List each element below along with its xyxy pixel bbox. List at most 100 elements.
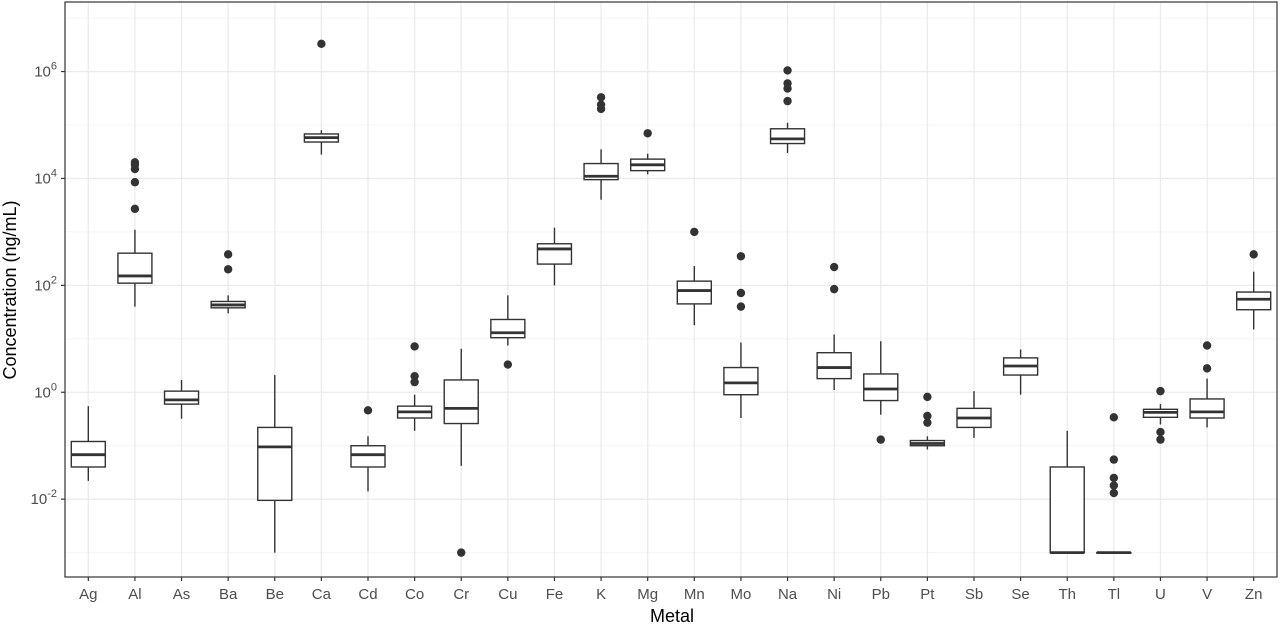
x-tick-label: Cd	[358, 586, 377, 603]
iqr-box	[1189, 398, 1225, 419]
y-tick-label: 104	[34, 167, 57, 187]
iqr-box	[257, 426, 293, 502]
outlier-point	[1156, 435, 1165, 444]
box-as	[163, 379, 200, 419]
outlier-point	[1109, 455, 1119, 464]
outlier-point	[130, 178, 140, 187]
iqr-box	[536, 243, 573, 265]
box-ag	[70, 406, 107, 481]
box-mg	[629, 129, 666, 175]
box-pb	[863, 341, 899, 444]
outlier-point	[410, 371, 419, 381]
outlier-point	[923, 418, 932, 427]
x-tick-label: Ag	[79, 586, 97, 603]
outlier-point	[783, 66, 792, 75]
outlier-point	[1202, 341, 1212, 350]
x-tick-label: Zn	[1245, 586, 1263, 603]
x-tick-label: Fe	[546, 586, 564, 603]
outlier-point	[457, 548, 466, 557]
outlier-point	[736, 252, 746, 261]
x-tick-label: V	[1202, 586, 1212, 603]
box-cr	[443, 348, 479, 557]
box-pt	[909, 392, 946, 450]
x-tick-label: Co	[405, 586, 424, 603]
x-tick-label: Cr	[453, 586, 469, 603]
outlier-point	[736, 288, 746, 298]
y-tick-base: 10	[31, 491, 48, 508]
outlier-point	[923, 392, 932, 402]
outlier-point	[410, 342, 419, 351]
box-tl	[1096, 413, 1132, 555]
y-tick-label: 102	[34, 274, 57, 294]
iqr-box	[863, 373, 899, 402]
outlier-point	[1109, 473, 1119, 483]
y-tick-label: 10-2	[31, 488, 57, 508]
box-al	[117, 158, 153, 307]
outlier-point	[1109, 488, 1119, 498]
x-tick-label: Ca	[312, 586, 332, 603]
iqr-box	[490, 318, 526, 339]
outlier-point	[736, 302, 746, 311]
outlier-point	[1109, 481, 1119, 490]
box-se	[1002, 349, 1039, 395]
box-sb	[956, 391, 992, 438]
iqr-box	[117, 252, 153, 284]
x-tick-label: Th	[1058, 586, 1076, 603]
iqr-box	[163, 390, 200, 405]
outlier-point	[923, 411, 932, 421]
outlier-point	[829, 284, 839, 294]
outlier-point	[1202, 364, 1212, 373]
box-zn	[1235, 250, 1272, 330]
x-tick-label: As	[173, 586, 191, 603]
outlier-point	[643, 129, 652, 138]
outlier-point	[317, 39, 326, 49]
box-co	[396, 342, 433, 431]
outlier-point	[130, 158, 140, 167]
outlier-point	[410, 377, 419, 387]
x-axis: Ag Al As Ba Be Ca Cd Co Cr Cu Fe K Mg Mn Mo Na Ni Pb Pt Sb S…	[79, 577, 1262, 603]
outlier-point	[690, 227, 699, 237]
outlier-point	[1156, 386, 1165, 396]
iqr-box	[443, 379, 479, 425]
y-tick-exponent: 4	[51, 167, 57, 179]
x-axis-title: Metal	[650, 606, 694, 626]
y-axis-title: Concentration (ng/mL)	[0, 200, 20, 379]
iqr-box	[676, 280, 713, 305]
outlier-point	[829, 262, 839, 272]
iqr-box	[1235, 291, 1272, 311]
x-tick-label: Ba	[219, 586, 238, 603]
outlier-point	[783, 96, 792, 106]
x-tick-label: Pb	[872, 586, 890, 603]
y-tick-label: 106	[34, 61, 57, 81]
x-tick-label: Cu	[498, 586, 517, 603]
box-u	[1142, 386, 1179, 444]
box-mo	[723, 252, 759, 419]
box-ba	[210, 250, 246, 314]
box-na	[769, 66, 806, 153]
boxes-layer	[70, 39, 1272, 557]
outlier-point	[1109, 413, 1119, 422]
x-tick-label: Ni	[827, 586, 841, 603]
box-ca	[303, 39, 340, 155]
x-tick-label: Mn	[684, 586, 705, 603]
box-k	[583, 93, 619, 200]
x-tick-label: Pt	[920, 586, 935, 603]
panel-border	[64, 1, 1278, 578]
x-tick-label: Be	[266, 586, 284, 603]
outlier-point	[503, 360, 513, 369]
iqr-box	[769, 128, 806, 145]
outlier-point	[596, 93, 606, 102]
outlier-point	[1249, 250, 1258, 259]
box-fe	[536, 227, 573, 286]
x-tick-label: Sb	[965, 586, 983, 603]
box-ni	[816, 262, 852, 391]
outlier-point	[1156, 427, 1165, 437]
x-tick-label: U	[1155, 586, 1166, 603]
outlier-point	[130, 204, 140, 214]
outlier-point	[876, 435, 885, 444]
box-mn	[676, 227, 713, 326]
y-tick-exponent: -2	[47, 488, 57, 500]
